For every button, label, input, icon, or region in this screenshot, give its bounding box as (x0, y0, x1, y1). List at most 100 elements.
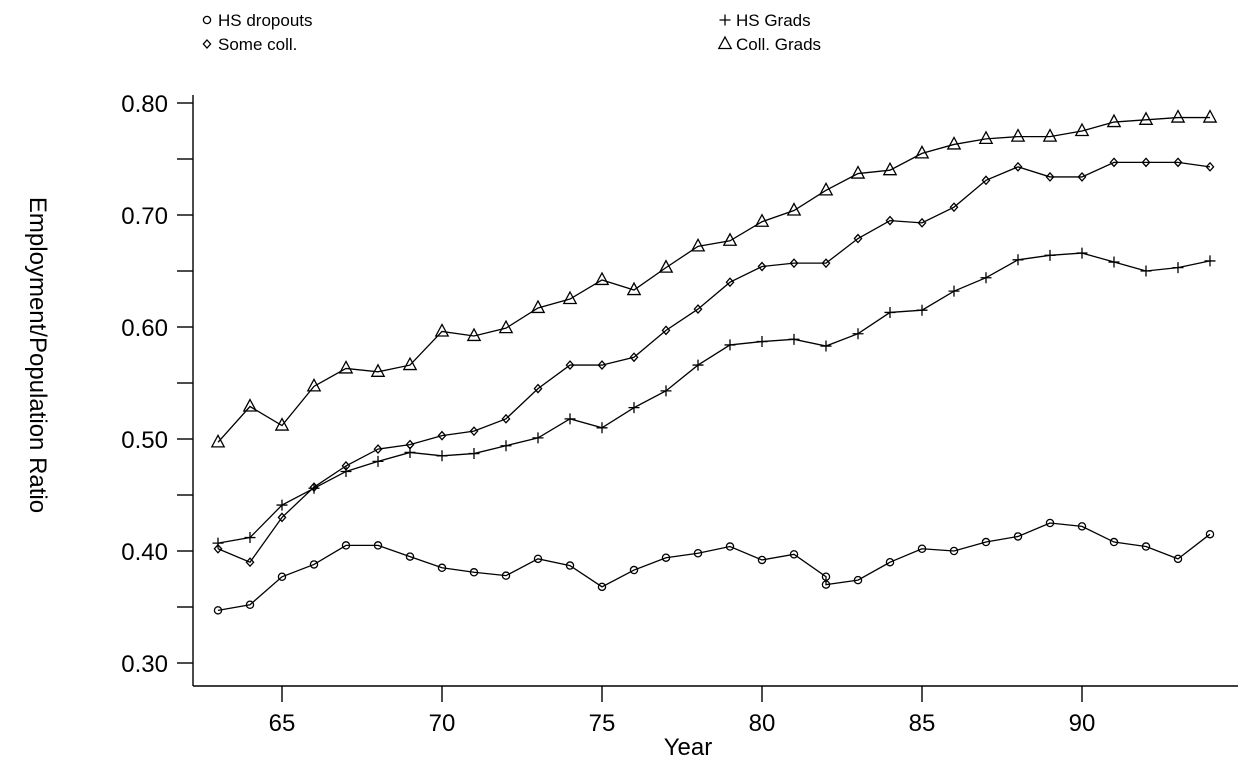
series-line-coll-grads (217, 116, 1210, 443)
data-point-some-coll (533, 383, 543, 394)
data-point-some-coll (437, 430, 447, 441)
data-point-coll-grads (786, 202, 802, 216)
legend-item-hs-grads: HS Grads (719, 11, 811, 30)
data-point-coll-grads (370, 363, 386, 377)
data-point-coll-grads (530, 299, 546, 314)
data-point-coll-grads (562, 290, 578, 305)
legend-item-hs-dropouts: HS dropouts (202, 11, 313, 30)
x-tick-label: 80 (749, 710, 776, 737)
data-point-hs-grads (916, 304, 928, 316)
data-point-coll-grads (978, 130, 994, 144)
legend-item-coll-grads: Coll. Grads (717, 35, 821, 54)
series-hs-grads (212, 247, 1216, 549)
data-point-some-coll (661, 325, 671, 336)
x-tick-label: 70 (429, 710, 456, 737)
data-point-coll-grads (466, 327, 482, 342)
x-axis-title: Year (664, 734, 713, 761)
data-point-hs-dropouts (949, 546, 959, 556)
data-point-some-coll (757, 261, 767, 272)
data-point-hs-dropouts (693, 548, 703, 558)
data-point-hs-dropouts (213, 606, 223, 615)
series-line-some-coll (217, 161, 1211, 564)
legend-marker-coll-grads (717, 35, 733, 50)
series-coll-grads (210, 109, 1218, 448)
data-point-hs-dropouts (1077, 522, 1087, 531)
data-point-hs-grads (1108, 256, 1120, 268)
data-point-coll-grads (946, 136, 962, 150)
y-tick-label: 0.40 (121, 539, 168, 566)
data-point-some-coll (725, 277, 735, 288)
y-tick-label: 0.70 (121, 203, 168, 230)
data-point-some-coll (1045, 171, 1055, 182)
data-point-some-coll (309, 482, 319, 493)
data-point-hs-grads (692, 359, 704, 371)
data-point-hs-dropouts (821, 580, 831, 589)
data-point-hs-dropouts (757, 555, 767, 565)
data-point-coll-grads (402, 356, 418, 371)
y-tick-label: 0.30 (121, 651, 168, 678)
data-point-coll-grads (658, 259, 674, 273)
series-some-coll (213, 157, 1215, 568)
legend-label-coll-grads: Coll. Grads (736, 35, 821, 54)
data-point-some-coll (245, 557, 255, 568)
data-point-hs-grads (948, 285, 960, 297)
legend-marker-hs-grads (719, 14, 731, 26)
data-point-hs-grads (1012, 254, 1024, 266)
data-point-some-coll (373, 444, 383, 455)
data-point-hs-dropouts (1205, 529, 1215, 539)
x-ticks: 65 70 75 80 85 90 (269, 686, 1096, 737)
data-point-hs-grads (564, 413, 576, 425)
data-point-coll-grads (498, 319, 514, 334)
data-point-hs-grads (660, 385, 672, 397)
data-point-hs-grads (628, 402, 640, 414)
data-point-hs-dropouts (565, 561, 575, 570)
data-point-coll-grads (274, 417, 290, 431)
legend-label-some-coll: Some coll. (218, 35, 297, 54)
data-point-coll-grads (210, 433, 226, 448)
series-line-hs-grads (217, 252, 1211, 544)
data-point-coll-grads (594, 271, 610, 286)
data-point-coll-grads (1170, 109, 1186, 123)
data-point-some-coll (341, 460, 351, 471)
x-tick-label: 90 (1069, 710, 1096, 737)
data-point-hs-dropouts (245, 600, 255, 610)
series-hs-dropouts (213, 518, 1215, 615)
data-point-hs-dropouts (437, 563, 447, 573)
data-point-hs-grads (500, 440, 512, 452)
series-line-hs-dropouts (217, 522, 1211, 612)
y-ticks: 0.30 0.40 0.50 0.60 0.70 0.80 (121, 91, 193, 678)
data-point-hs-dropouts (533, 554, 543, 564)
data-point-coll-grads (690, 237, 706, 252)
data-point-hs-grads (372, 455, 384, 467)
data-point-some-coll (469, 426, 479, 437)
data-point-hs-dropouts (373, 541, 383, 550)
plot-area (210, 109, 1218, 615)
data-point-hs-grads (1140, 265, 1152, 277)
data-point-some-coll (629, 352, 639, 363)
data-point-hs-dropouts (341, 541, 351, 550)
data-point-some-coll (405, 439, 415, 450)
data-point-coll-grads (338, 360, 354, 374)
legend: HS dropouts HS Grads Some coll. Coll. Grads (202, 11, 821, 54)
data-point-hs-grads (980, 272, 992, 284)
data-point-coll-grads (818, 181, 834, 196)
data-point-coll-grads (1202, 109, 1218, 123)
data-point-hs-grads (820, 340, 832, 352)
data-point-coll-grads (754, 213, 770, 227)
data-point-some-coll (597, 360, 607, 371)
data-point-hs-grads (532, 432, 544, 444)
data-point-hs-dropouts (853, 575, 863, 585)
data-point-hs-grads (756, 336, 768, 348)
legend-marker-some-coll (202, 39, 212, 49)
legend-label-hs-grads: HS Grads (736, 11, 811, 30)
data-point-hs-dropouts (789, 550, 799, 559)
legend-label-hs-dropouts: HS dropouts (218, 11, 313, 30)
data-point-some-coll (853, 233, 863, 244)
axes (192, 95, 1238, 687)
data-point-hs-grads (436, 450, 448, 462)
y-tick-label: 0.80 (121, 91, 168, 118)
data-point-coll-grads (914, 145, 930, 159)
x-tick-label: 85 (909, 710, 936, 737)
data-point-hs-grads (852, 328, 864, 340)
data-point-hs-dropouts (501, 571, 511, 580)
